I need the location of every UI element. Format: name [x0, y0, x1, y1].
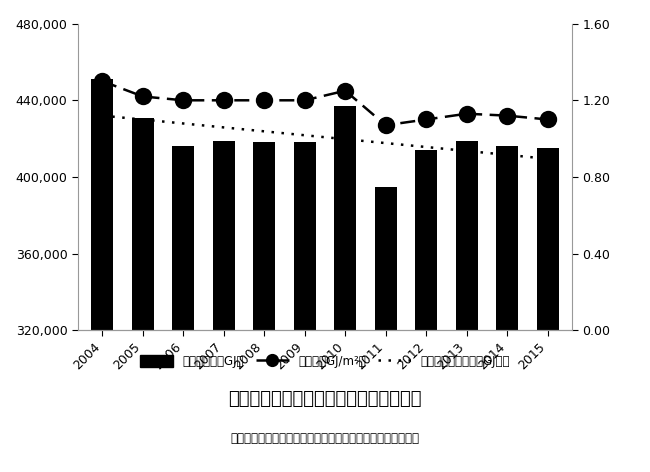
Bar: [132, 118, 154, 472]
Bar: [415, 150, 437, 472]
Bar: [374, 186, 397, 472]
Bar: [213, 141, 235, 472]
Text: 千葉大学　総エネルギー投入量と原単位: 千葉大学 総エネルギー投入量と原単位: [228, 390, 422, 408]
Bar: [496, 146, 518, 472]
Bar: [294, 143, 316, 472]
Bar: [334, 106, 356, 472]
Text: 出典）千葉大学施設環境部データより作成（附属病院除く）: 出典）千葉大学施設環境部データより作成（附属病院除く）: [231, 432, 419, 446]
Bar: [536, 148, 559, 472]
Bar: [253, 143, 276, 472]
Bar: [456, 141, 478, 472]
Legend: エネルギー（GJ）, 原単位（GJ/m²）, 線形（エネルギー（GJ））: エネルギー（GJ）, 原単位（GJ/m²）, 線形（エネルギー（GJ））: [135, 351, 515, 373]
Bar: [91, 79, 114, 472]
Bar: [172, 146, 194, 472]
